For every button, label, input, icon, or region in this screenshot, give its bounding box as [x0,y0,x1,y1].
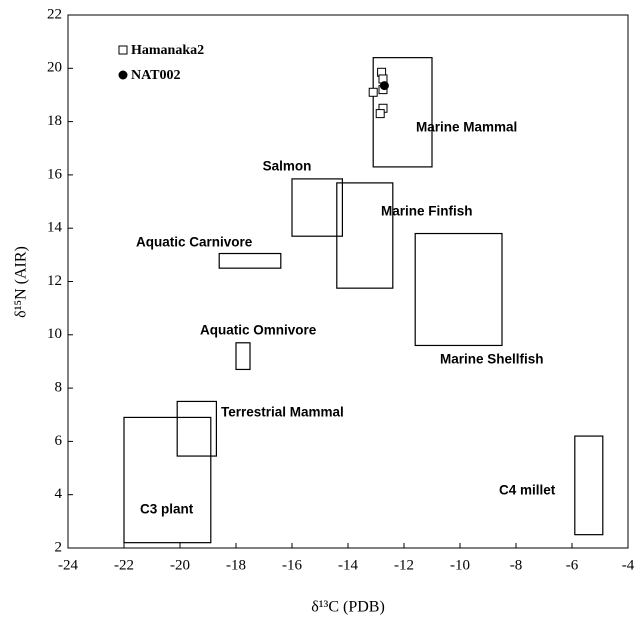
x-tick-label: -16 [282,557,302,573]
region-label: Aquatic Omnivore [200,323,317,338]
point [368,87,378,97]
x-tick-label: -12 [394,557,414,573]
plot-frame [67,14,629,549]
point [379,81,389,91]
region-label: C3 plant [140,502,194,517]
x-tick-label: -6 [566,557,579,573]
x-tick-label: -18 [226,557,246,573]
x-tick-label: -14 [338,557,358,573]
legend-marker [118,70,128,80]
x-tick-label: -4 [622,557,635,573]
y-tick-label: 4 [55,486,63,502]
region-box [574,435,604,536]
legend-label: NAT002 [131,68,181,83]
region-label: Terrestrial Mammal [221,405,344,420]
region-box [372,57,433,168]
region-label: C4 millet [499,483,556,498]
legend-label: Hamanaka2 [131,43,204,58]
y-tick-label: 8 [55,380,63,396]
x-tick-label: -22 [114,557,134,573]
y-tick-label: 10 [47,326,62,342]
x-axis-label: δ¹³C (PDB) [311,599,385,616]
region-box [123,416,212,544]
region-label: Marine Shellfish [440,352,544,367]
y-tick-label: 18 [47,113,62,129]
region-box [176,400,217,457]
y-tick-label: 22 [47,6,62,22]
region-box [336,182,394,289]
y-tick-label: 16 [47,166,63,182]
region-box [235,342,251,371]
point [375,109,385,119]
y-axis-label: δ¹⁵N (AIR) [13,246,30,318]
y-tick-label: 12 [47,273,62,289]
region-label: Marine Mammal [416,120,517,135]
region-label: Marine Finfish [381,204,473,219]
x-tick-label: -10 [450,557,470,573]
y-tick-label: 20 [47,60,62,76]
y-tick-label: 14 [47,220,63,236]
region-box [291,178,344,237]
y-tick-label: 2 [55,539,63,555]
region-box [414,232,503,347]
legend-marker [118,45,128,55]
x-tick-label: -20 [170,557,190,573]
y-tick-label: 6 [55,433,63,449]
region-label: Salmon [263,159,312,174]
x-tick-label: -8 [510,557,523,573]
x-tick-label: -24 [58,557,78,573]
region-box [218,252,282,269]
region-label: Aquatic Carnivore [136,235,253,250]
